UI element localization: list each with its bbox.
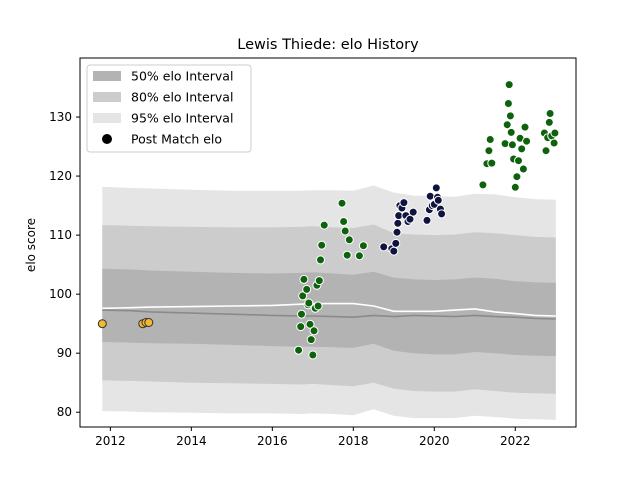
data-point-s3-24 — [544, 117, 554, 127]
data-point-s2-4 — [392, 227, 402, 237]
x-tick-label-2022: 2022 — [500, 434, 531, 448]
data-point-s3-28 — [550, 128, 560, 138]
data-point-s1-0 — [294, 345, 304, 355]
legend-label-3: Post Match elo — [131, 132, 222, 147]
x-tick-label-2016: 2016 — [257, 434, 288, 448]
data-point-s1-4 — [299, 274, 309, 284]
data-point-s3-7 — [503, 99, 513, 108]
mean-line — [102, 309, 556, 320]
y-tick-label-120: 120 — [49, 169, 72, 183]
data-point-s3-20 — [522, 136, 532, 146]
data-point-s2-0 — [379, 242, 389, 252]
data-point-s1-23 — [344, 235, 354, 245]
data-point-s2-14 — [422, 215, 432, 225]
data-point-s3-3 — [485, 135, 495, 144]
data-point-s3-0 — [478, 180, 488, 190]
data-point-s1-8 — [305, 319, 315, 329]
data-point-s2-16 — [425, 191, 435, 201]
data-point-s1-10 — [308, 350, 318, 360]
data-point-s3-18 — [518, 164, 528, 174]
y-axis-label: elo score — [24, 218, 38, 272]
data-point-s2-23 — [437, 209, 447, 219]
data-point-s3-4 — [487, 158, 497, 168]
data-point-s3-6 — [502, 120, 512, 130]
data-point-s1-9 — [306, 335, 316, 345]
legend-label-1: 80% elo Interval — [131, 90, 233, 105]
data-point-s1-22 — [342, 250, 352, 260]
data-point-s1-1 — [296, 322, 306, 332]
data-point-s3-10 — [506, 127, 516, 137]
data-point-s3-19 — [520, 122, 530, 132]
legend-box — [86, 64, 252, 153]
data-point-s1-19 — [337, 198, 347, 208]
y-tick-label-110: 110 — [49, 228, 72, 242]
legend-label-2: 95% elo Interval — [131, 111, 233, 126]
axes-border — [79, 57, 577, 428]
data-point-s2-2 — [389, 246, 399, 256]
x-tick-label-2014: 2014 — [176, 434, 207, 448]
data-point-s1-11 — [309, 326, 319, 336]
data-point-s2-9 — [399, 198, 409, 208]
y-tick-label-130: 130 — [49, 110, 72, 124]
data-point-s1-3 — [298, 291, 308, 301]
legend-swatch-2 — [93, 113, 121, 123]
data-point-s3-5 — [500, 139, 510, 149]
data-point-s1-25 — [358, 241, 368, 251]
data-point-s3-2 — [484, 146, 494, 156]
data-point-s1-16 — [316, 255, 325, 265]
data-point-s3-14 — [512, 172, 522, 182]
data-point-s3-11 — [507, 140, 517, 150]
data-point-s1-5 — [302, 284, 312, 294]
legend-swatch-1 — [93, 92, 121, 102]
chart-title: Lewis Thiede: elo History — [237, 37, 419, 53]
data-point-s2-21 — [433, 195, 443, 205]
data-point-s1-15 — [314, 276, 324, 286]
data-point-s1-21 — [340, 226, 350, 236]
median-line — [102, 302, 556, 317]
plot-area — [97, 80, 560, 420]
y-tick-label-80: 80 — [57, 405, 72, 419]
data-point-s3-27 — [549, 138, 559, 148]
data-point-s0-0 — [97, 319, 107, 329]
data-point-s1-17 — [317, 240, 327, 250]
data-point-s3-25 — [545, 109, 555, 118]
data-point-s3-8 — [504, 80, 514, 90]
legend-swatch-0 — [93, 71, 121, 81]
data-point-s3-9 — [505, 111, 515, 121]
data-point-s0-3 — [144, 318, 154, 327]
legend: 50% elo Interval 80% elo Interval 95% elo … — [86, 64, 252, 153]
data-point-s1-24 — [354, 251, 364, 261]
data-point-s3-22 — [541, 146, 551, 156]
x-tick-label-2020: 2020 — [419, 434, 450, 448]
legend-marker-3 — [102, 134, 112, 144]
axes-frame — [79, 57, 577, 428]
data-point-s3-15 — [514, 156, 523, 166]
axis-ticks: 2012 2014 2016 2018 2020 2022 80 90 100 110 120 130 — [49, 110, 530, 448]
x-tick-label-2018: 2018 — [338, 434, 369, 448]
x-tick-label-2012: 2012 — [95, 434, 126, 448]
data-point-s2-13 — [408, 207, 418, 217]
data-point-s1-18 — [319, 220, 329, 230]
data-point-s1-14 — [313, 301, 323, 311]
data-point-s2-19 — [431, 183, 441, 193]
data-point-s3-17 — [517, 144, 527, 154]
band-50 — [102, 268, 556, 357]
data-point-s1-7 — [304, 298, 314, 308]
data-point-s2-3 — [391, 238, 401, 248]
y-tick-label-100: 100 — [49, 287, 72, 301]
data-point-s2-5 — [393, 218, 403, 228]
data-point-s3-13 — [510, 182, 520, 192]
legend-label-0: 50% elo Interval — [131, 69, 233, 84]
data-point-s1-2 — [297, 309, 306, 319]
data-point-s1-20 — [339, 217, 349, 226]
y-tick-label-90: 90 — [57, 346, 72, 360]
